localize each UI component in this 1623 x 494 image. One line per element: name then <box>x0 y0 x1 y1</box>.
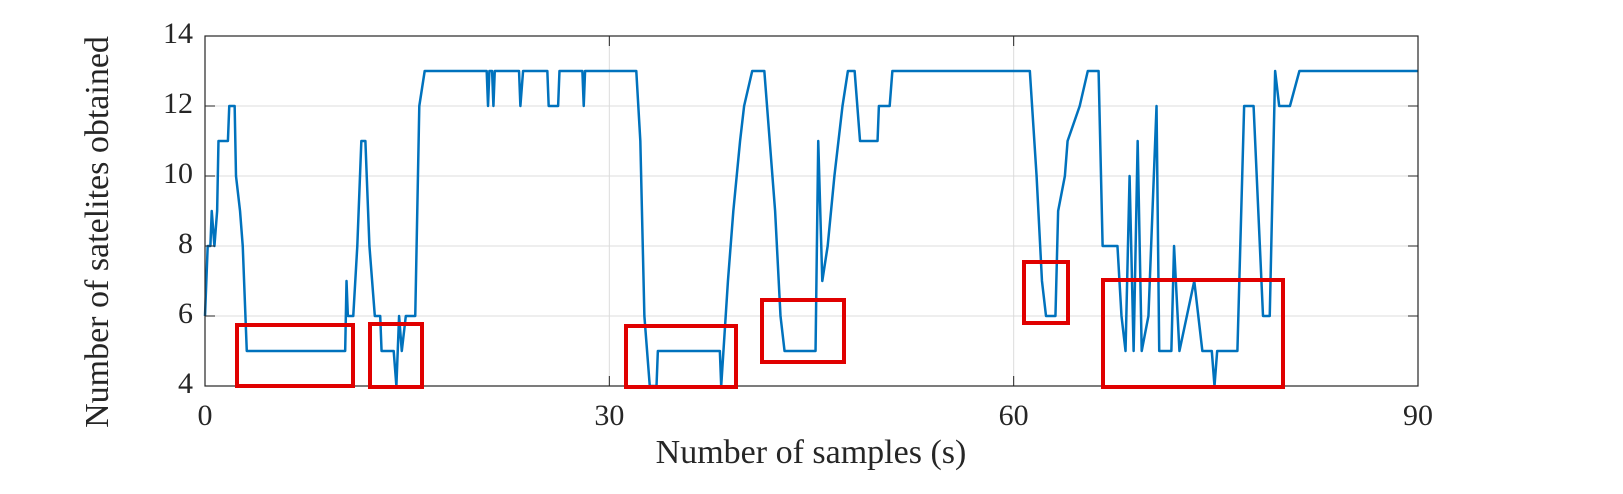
highlight-box <box>624 324 738 389</box>
x-tick-label: 90 <box>1403 399 1433 432</box>
x-axis-label: Number of samples (s) <box>656 434 967 471</box>
x-tick-label: 30 <box>594 399 624 432</box>
y-tick-label: 14 <box>163 17 193 50</box>
highlight-box <box>760 298 846 364</box>
y-tick-label: 10 <box>163 157 193 190</box>
highlight-box <box>1022 260 1070 325</box>
axes-box <box>204 35 1419 387</box>
y-tick-label: 8 <box>178 227 193 260</box>
highlight-box <box>235 323 355 388</box>
highlight-box <box>368 322 424 389</box>
highlight-box <box>1101 278 1285 389</box>
data-line <box>203 69 1418 388</box>
y-tick-label: 4 <box>178 367 193 400</box>
y-tick-label: 6 <box>178 297 193 330</box>
y-axis-label: Number of satelites obtained <box>79 36 116 428</box>
y-tick-label: 12 <box>163 87 193 120</box>
plot-area <box>203 69 1418 388</box>
x-tick-label: 60 <box>999 399 1029 432</box>
highlight-boxes <box>235 260 1285 389</box>
grid <box>204 35 1419 387</box>
x-tick-label: 0 <box>198 399 213 432</box>
